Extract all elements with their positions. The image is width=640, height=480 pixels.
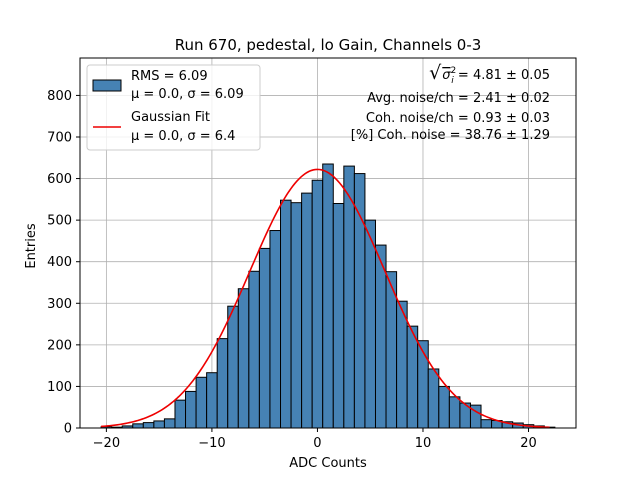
legend-histogram-label: RMS = 6.09	[131, 69, 208, 84]
chart-title: Run 670, pedestal, lo Gain, Channels 0-3	[175, 36, 482, 54]
histogram-bar	[311, 179, 324, 429]
legend-histogram-sublabel: μ = 0.0, σ = 6.09	[131, 87, 244, 102]
histogram-bar	[374, 244, 387, 429]
annotation-coh-noise: Coh. noise/ch = 0.93 ± 0.03	[366, 111, 550, 126]
histogram-bar	[206, 372, 218, 429]
histogram-bar	[280, 199, 292, 429]
annotation-sigma-line: √σ2 i = 4.81 ± 0.05	[429, 62, 550, 86]
stats-annotations: √σ2 i = 4.81 ± 0.05 Avg. noise/ch = 2.41 …	[351, 62, 550, 143]
histogram-bar	[480, 419, 493, 429]
y-tick-label: 400	[47, 255, 72, 270]
x-tick-label: 0	[313, 436, 321, 451]
histogram-bar	[396, 300, 408, 429]
x-tick-label: −20	[93, 436, 120, 451]
legend-histogram-swatch	[92, 79, 122, 92]
histogram-bar	[353, 173, 366, 429]
sigma-superscript: 2	[451, 66, 457, 76]
histogram-bar	[427, 368, 440, 429]
annotation-coh-noise-pct: [%] Coh. noise = 38.76 ± 1.29	[351, 128, 550, 143]
x-tick-label: 20	[520, 436, 537, 451]
histogram-bar	[142, 422, 155, 429]
histogram-bar	[417, 340, 429, 429]
histogram-bar	[332, 203, 345, 429]
histogram-bar	[269, 230, 282, 429]
y-tick-label: 200	[47, 338, 72, 353]
histogram-bar	[195, 376, 208, 429]
y-tick-label: 600	[47, 172, 72, 187]
y-tick-label: 300	[47, 297, 72, 312]
y-axis-label: Entries	[24, 223, 39, 269]
legend-frame	[86, 64, 261, 151]
sigma-value: = 4.81 ± 0.05	[454, 68, 550, 83]
y-tick-label: 800	[47, 89, 72, 104]
sigma-subscript: i	[451, 76, 454, 86]
y-tick-label: 0	[64, 422, 72, 437]
legend: RMS = 6.09 μ = 0.0, σ = 6.09 Gaussian Fi…	[86, 64, 261, 151]
histogram-bar	[322, 163, 334, 429]
y-tick-label: 700	[47, 130, 72, 145]
histogram-bar	[248, 270, 260, 429]
histogram-bar	[227, 305, 239, 429]
histogram-bar	[185, 390, 197, 429]
legend-fit-sublabel: μ = 0.0, σ = 6.4	[131, 129, 235, 144]
histogram-bar	[406, 325, 419, 429]
histogram-bar	[132, 423, 144, 429]
sqrt-symbol: √	[429, 62, 442, 84]
histogram-bar	[237, 288, 250, 429]
histogram-bar	[301, 192, 313, 429]
x-tick-label: −10	[198, 436, 225, 451]
y-tick-label: 100	[47, 380, 72, 395]
x-tick-label: 10	[415, 436, 432, 451]
sigma-symbol: σ	[442, 68, 451, 83]
histogram-bar	[438, 385, 450, 429]
x-axis-label: ADC Counts	[289, 456, 367, 471]
histogram-bar	[364, 219, 376, 429]
histogram-bar	[343, 165, 355, 429]
histogram-bar	[153, 420, 165, 429]
histogram-bar	[258, 247, 271, 429]
histogram-bar	[163, 418, 176, 429]
legend-fit-label: Gaussian Fit	[131, 110, 210, 125]
histogram-bar	[290, 202, 303, 429]
histogram-bar	[216, 338, 229, 429]
gaussian-fit-curve	[101, 168, 550, 429]
annotation-avg-noise: Avg. noise/ch = 2.41 ± 0.02	[367, 91, 550, 106]
axes-frame	[79, 57, 577, 429]
y-tick-label: 500	[47, 214, 72, 229]
histogram-bar	[448, 396, 461, 429]
histogram-bar	[174, 399, 187, 429]
